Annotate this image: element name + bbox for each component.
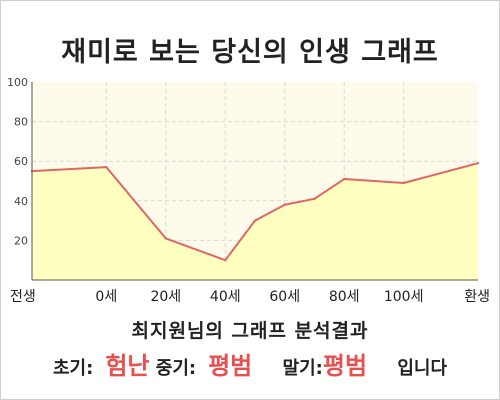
data-point bbox=[402, 181, 405, 185]
data-point bbox=[476, 161, 480, 165]
x-tick-label: 환생 bbox=[464, 289, 490, 305]
series-line bbox=[31, 162, 479, 262]
y-tick-label: 60 bbox=[14, 155, 28, 168]
late-label: 말기: bbox=[282, 358, 323, 379]
x-tick-label: 100세 bbox=[384, 289, 424, 305]
x-tick-label: 전생 bbox=[10, 289, 36, 305]
result-heading: 최지원님의 그래프 분석결과 bbox=[131, 320, 369, 342]
x-tick-label: 20세 bbox=[150, 289, 181, 305]
data-point bbox=[164, 237, 167, 240]
data-point bbox=[253, 219, 257, 222]
page-title: 재미로 보는 당신의 인생 그래프 bbox=[61, 37, 439, 68]
y-tick-label: 100 bbox=[7, 76, 28, 89]
data-point bbox=[224, 259, 227, 262]
y-tick-label: 20 bbox=[14, 234, 28, 247]
x-tick-label: 0세 bbox=[95, 289, 117, 305]
result-summary: 초기: 험난 중기: 평범 말기:평범 입니다 bbox=[0, 346, 500, 381]
y-tick-label: 80 bbox=[14, 116, 28, 129]
mid-label: 중기: bbox=[155, 358, 197, 379]
late-value: 평범 bbox=[322, 352, 368, 380]
y-tick-label: 40 bbox=[14, 195, 28, 208]
summary-suffix: 입니다 bbox=[397, 358, 448, 379]
early-label: 초기: bbox=[52, 358, 94, 379]
early-value: 험난 bbox=[105, 352, 150, 380]
data-point bbox=[105, 165, 108, 169]
data-point bbox=[313, 197, 316, 201]
data-point bbox=[283, 203, 286, 206]
x-tick-label: 80세 bbox=[329, 289, 360, 305]
x-tick-label: 40세 bbox=[210, 289, 241, 305]
data-point bbox=[343, 177, 346, 181]
x-tick-label: 60세 bbox=[269, 289, 300, 305]
mid-value: 평범 bbox=[208, 352, 253, 380]
